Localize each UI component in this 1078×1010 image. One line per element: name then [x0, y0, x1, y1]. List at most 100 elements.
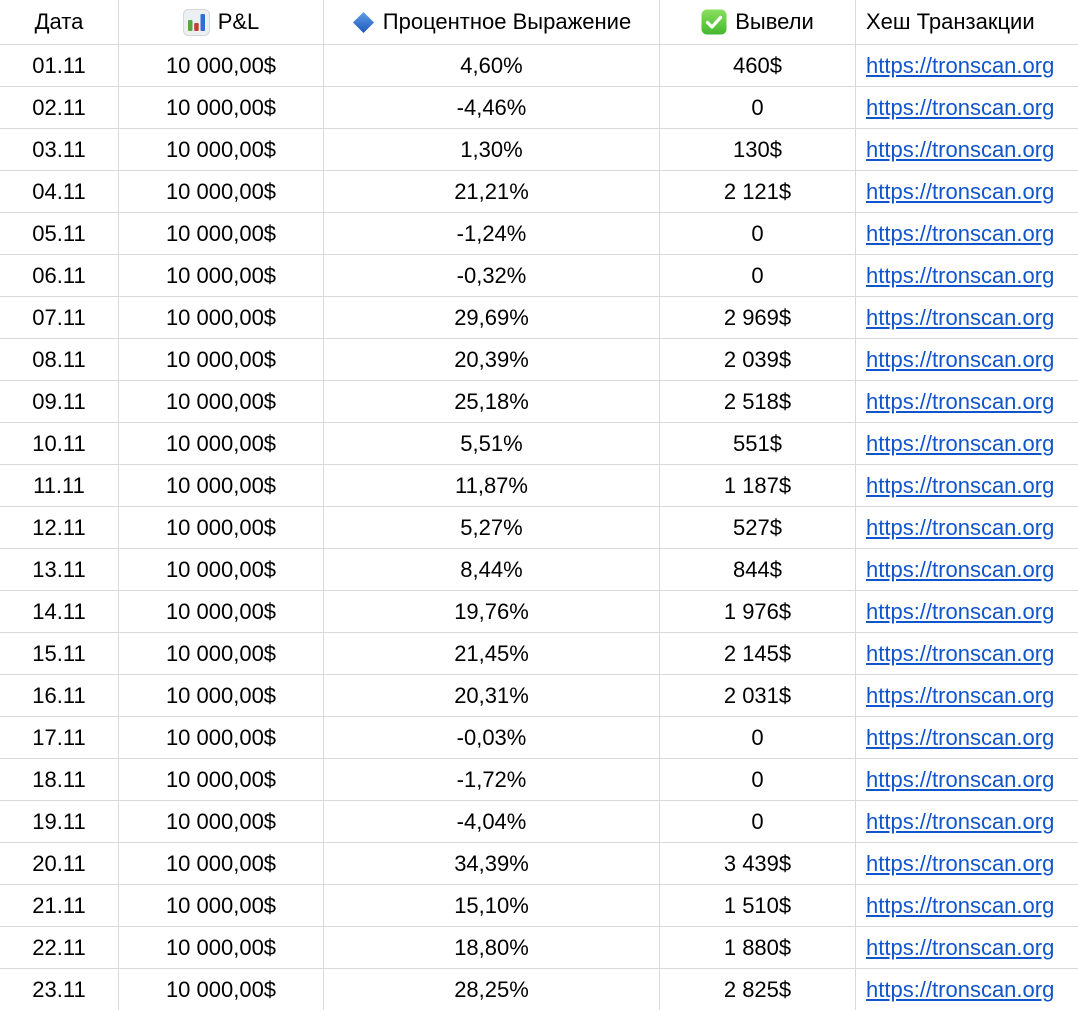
date-cell[interactable]: 18.11	[0, 759, 119, 800]
transaction-hash-link[interactable]: https://tronscan.org	[866, 178, 1055, 204]
pnl-cell[interactable]: 10 000,00$	[119, 213, 324, 254]
withdrawn-cell[interactable]: 3 439$	[660, 843, 856, 884]
hash-cell[interactable]: https://tronscan.org	[856, 507, 1078, 548]
hash-cell[interactable]: https://tronscan.org	[856, 465, 1078, 506]
transaction-hash-link[interactable]: https://tronscan.org	[866, 724, 1055, 750]
transaction-hash-link[interactable]: https://tronscan.org	[866, 472, 1055, 498]
withdrawn-cell[interactable]: 2 121$	[660, 171, 856, 212]
column-header-percent[interactable]: Процентное Выражение	[324, 0, 660, 44]
percent-cell[interactable]: 28,25%	[324, 969, 660, 1010]
withdrawn-cell[interactable]: 130$	[660, 129, 856, 170]
percent-cell[interactable]: 21,21%	[324, 171, 660, 212]
percent-cell[interactable]: -0,32%	[324, 255, 660, 296]
date-cell[interactable]: 16.11	[0, 675, 119, 716]
pnl-cell[interactable]: 10 000,00$	[119, 255, 324, 296]
pnl-cell[interactable]: 10 000,00$	[119, 885, 324, 926]
date-cell[interactable]: 04.11	[0, 171, 119, 212]
pnl-cell[interactable]: 10 000,00$	[119, 339, 324, 380]
percent-cell[interactable]: 4,60%	[324, 45, 660, 86]
transaction-hash-link[interactable]: https://tronscan.org	[866, 514, 1055, 540]
pnl-cell[interactable]: 10 000,00$	[119, 507, 324, 548]
pnl-cell[interactable]: 10 000,00$	[119, 633, 324, 674]
date-cell[interactable]: 23.11	[0, 969, 119, 1010]
pnl-cell[interactable]: 10 000,00$	[119, 423, 324, 464]
date-cell[interactable]: 12.11	[0, 507, 119, 548]
hash-cell[interactable]: https://tronscan.org	[856, 171, 1078, 212]
transaction-hash-link[interactable]: https://tronscan.org	[866, 52, 1055, 78]
date-cell[interactable]: 21.11	[0, 885, 119, 926]
pnl-cell[interactable]: 10 000,00$	[119, 759, 324, 800]
percent-cell[interactable]: 34,39%	[324, 843, 660, 884]
percent-cell[interactable]: 25,18%	[324, 381, 660, 422]
transaction-hash-link[interactable]: https://tronscan.org	[866, 808, 1055, 834]
hash-cell[interactable]: https://tronscan.org	[856, 87, 1078, 128]
transaction-hash-link[interactable]: https://tronscan.org	[866, 346, 1055, 372]
percent-cell[interactable]: 18,80%	[324, 927, 660, 968]
percent-cell[interactable]: 8,44%	[324, 549, 660, 590]
column-header-withdrawn[interactable]: Вывели	[660, 0, 856, 44]
hash-cell[interactable]: https://tronscan.org	[856, 423, 1078, 464]
pnl-cell[interactable]: 10 000,00$	[119, 297, 324, 338]
withdrawn-cell[interactable]: 0	[660, 213, 856, 254]
percent-cell[interactable]: 5,27%	[324, 507, 660, 548]
hash-cell[interactable]: https://tronscan.org	[856, 297, 1078, 338]
date-cell[interactable]: 01.11	[0, 45, 119, 86]
percent-cell[interactable]: 19,76%	[324, 591, 660, 632]
percent-cell[interactable]: 29,69%	[324, 297, 660, 338]
pnl-cell[interactable]: 10 000,00$	[119, 675, 324, 716]
withdrawn-cell[interactable]: 1 976$	[660, 591, 856, 632]
hash-cell[interactable]: https://tronscan.org	[856, 927, 1078, 968]
withdrawn-cell[interactable]: 0	[660, 759, 856, 800]
hash-cell[interactable]: https://tronscan.org	[856, 255, 1078, 296]
withdrawn-cell[interactable]: 844$	[660, 549, 856, 590]
pnl-cell[interactable]: 10 000,00$	[119, 969, 324, 1010]
withdrawn-cell[interactable]: 2 969$	[660, 297, 856, 338]
percent-cell[interactable]: -1,24%	[324, 213, 660, 254]
transaction-hash-link[interactable]: https://tronscan.org	[866, 682, 1055, 708]
pnl-cell[interactable]: 10 000,00$	[119, 129, 324, 170]
date-cell[interactable]: 02.11	[0, 87, 119, 128]
hash-cell[interactable]: https://tronscan.org	[856, 633, 1078, 674]
transaction-hash-link[interactable]: https://tronscan.org	[866, 892, 1055, 918]
withdrawn-cell[interactable]: 0	[660, 255, 856, 296]
date-cell[interactable]: 10.11	[0, 423, 119, 464]
transaction-hash-link[interactable]: https://tronscan.org	[866, 94, 1055, 120]
hash-cell[interactable]: https://tronscan.org	[856, 759, 1078, 800]
hash-cell[interactable]: https://tronscan.org	[856, 549, 1078, 590]
hash-cell[interactable]: https://tronscan.org	[856, 969, 1078, 1010]
hash-cell[interactable]: https://tronscan.org	[856, 675, 1078, 716]
withdrawn-cell[interactable]: 1 880$	[660, 927, 856, 968]
withdrawn-cell[interactable]: 2 518$	[660, 381, 856, 422]
transaction-hash-link[interactable]: https://tronscan.org	[866, 136, 1055, 162]
percent-cell[interactable]: 5,51%	[324, 423, 660, 464]
pnl-cell[interactable]: 10 000,00$	[119, 717, 324, 758]
date-cell[interactable]: 05.11	[0, 213, 119, 254]
hash-cell[interactable]: https://tronscan.org	[856, 213, 1078, 254]
withdrawn-cell[interactable]: 0	[660, 717, 856, 758]
pnl-cell[interactable]: 10 000,00$	[119, 465, 324, 506]
transaction-hash-link[interactable]: https://tronscan.org	[866, 598, 1055, 624]
percent-cell[interactable]: 20,31%	[324, 675, 660, 716]
percent-cell[interactable]: -0,03%	[324, 717, 660, 758]
withdrawn-cell[interactable]: 2 031$	[660, 675, 856, 716]
date-cell[interactable]: 11.11	[0, 465, 119, 506]
hash-cell[interactable]: https://tronscan.org	[856, 801, 1078, 842]
percent-cell[interactable]: 1,30%	[324, 129, 660, 170]
percent-cell[interactable]: 11,87%	[324, 465, 660, 506]
date-cell[interactable]: 07.11	[0, 297, 119, 338]
pnl-cell[interactable]: 10 000,00$	[119, 591, 324, 632]
hash-cell[interactable]: https://tronscan.org	[856, 717, 1078, 758]
date-cell[interactable]: 14.11	[0, 591, 119, 632]
percent-cell[interactable]: -4,46%	[324, 87, 660, 128]
percent-cell[interactable]: 20,39%	[324, 339, 660, 380]
transaction-hash-link[interactable]: https://tronscan.org	[866, 556, 1055, 582]
hash-cell[interactable]: https://tronscan.org	[856, 381, 1078, 422]
pnl-cell[interactable]: 10 000,00$	[119, 801, 324, 842]
withdrawn-cell[interactable]: 1 187$	[660, 465, 856, 506]
transaction-hash-link[interactable]: https://tronscan.org	[866, 220, 1055, 246]
hash-cell[interactable]: https://tronscan.org	[856, 129, 1078, 170]
date-cell[interactable]: 06.11	[0, 255, 119, 296]
pnl-cell[interactable]: 10 000,00$	[119, 549, 324, 590]
transaction-hash-link[interactable]: https://tronscan.org	[866, 388, 1055, 414]
pnl-cell[interactable]: 10 000,00$	[119, 381, 324, 422]
